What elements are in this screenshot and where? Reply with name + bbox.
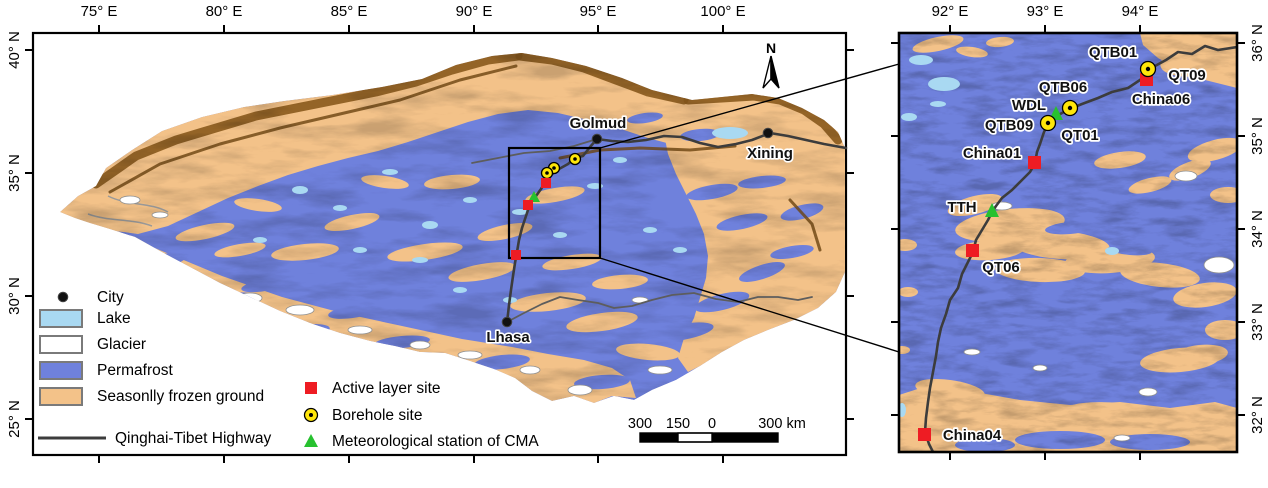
svg-text:Qinghai-Tibet Highway: Qinghai-Tibet Highway <box>115 430 271 447</box>
scale-bar: 300 150 0 300 km <box>628 416 806 443</box>
inset-terrain <box>899 33 1237 452</box>
city-legend-icon <box>57 291 69 303</box>
seasonal-swatch <box>39 387 83 406</box>
svg-text:92° E: 92° E <box>932 3 969 20</box>
inset-extent-box <box>507 146 602 260</box>
main-map-top-ticks <box>98 25 724 33</box>
svg-text:China01: China01 <box>963 145 1021 162</box>
svg-text:150: 150 <box>666 416 690 432</box>
svg-text:QTB09: QTB09 <box>985 117 1033 134</box>
active-layer-legend-icon <box>305 382 317 394</box>
svg-text:34° N: 34° N <box>1249 210 1266 248</box>
svg-text:Active layer site: Active layer site <box>332 380 441 397</box>
inset-top-ticks <box>949 25 1141 33</box>
main-map-sites <box>511 152 582 260</box>
legend-sites: Active layer site Borehole site Meteorol… <box>303 380 539 450</box>
svg-text:93° E: 93° E <box>1027 3 1064 20</box>
city-dot-icon <box>501 316 513 328</box>
main-map-frame <box>31 31 848 457</box>
road-west-of-golmud <box>471 138 598 164</box>
inset-y-axis-labels: 36° N 35° N 34° N 33° N 32° N <box>1249 24 1266 434</box>
main-map-y-axis-labels: 40° N 35° N 30° N 25° N <box>6 31 23 438</box>
svg-text:90° E: 90° E <box>456 3 493 20</box>
svg-text:Glacier: Glacier <box>97 336 146 353</box>
svg-text:30° N: 30° N <box>6 277 23 315</box>
city-label-golmud: Golmud <box>570 115 627 132</box>
road-east-of-lhasa <box>506 292 813 323</box>
svg-text:Meteorological station of CMA: Meteorological station of CMA <box>332 433 539 450</box>
svg-text:QT06: QT06 <box>982 259 1020 276</box>
inset-site-labels: QTB01 QT09 China06 QTB06 WDL QT01 QTB09 … <box>941 42 1207 445</box>
active-layer-marker <box>523 200 533 210</box>
glacier-swatch <box>39 335 83 354</box>
city-dot-icon <box>591 133 603 145</box>
svg-text:94° E: 94° E <box>1122 3 1159 20</box>
svg-text:95° E: 95° E <box>580 3 617 20</box>
svg-text:QTB06: QTB06 <box>1039 79 1087 96</box>
cities: Golmud Xining Lhasa <box>485 113 795 347</box>
inset-side-ticks <box>891 42 1245 416</box>
lakes <box>253 127 748 303</box>
met-station-marker <box>528 191 540 202</box>
svg-text:100° E: 100° E <box>700 3 745 20</box>
inset-glaciers <box>963 170 1235 442</box>
svg-text:80° E: 80° E <box>206 3 243 20</box>
active-layer-marker <box>966 244 979 257</box>
svg-text:35° N: 35° N <box>6 154 23 192</box>
inset-sites <box>918 60 1157 441</box>
active-layer-marker <box>1028 156 1041 169</box>
svg-text:0: 0 <box>708 416 716 432</box>
legend-areas: City Lake Glacier Permafrost Seasonlly f… <box>38 289 271 447</box>
connector-lines <box>599 63 900 353</box>
svg-text:25° N: 25° N <box>6 400 23 438</box>
north-arrow-label: N <box>766 40 776 56</box>
svg-text:32° N: 32° N <box>1249 396 1266 434</box>
met-station-marker <box>985 203 999 217</box>
inset-map-frame <box>897 31 1239 454</box>
svg-text:QT01: QT01 <box>1061 127 1099 144</box>
svg-text:85° E: 85° E <box>331 3 368 20</box>
svg-text:WDL: WDL <box>1012 97 1046 114</box>
lake-swatch <box>39 309 83 328</box>
svg-text:36° N: 36° N <box>1249 24 1266 62</box>
main-map-side-ticks <box>25 49 854 420</box>
svg-text:Seasonlly frozen ground: Seasonlly frozen ground <box>97 388 264 405</box>
main-map-x-axis-labels: 75° E 80° E 85° E 90° E 95° E 100° E <box>81 3 746 20</box>
inset-map: QTB01 QT09 China06 QTB06 WDL QT01 QTB09 … <box>891 3 1266 460</box>
svg-text:QT09: QT09 <box>1168 67 1206 84</box>
svg-text:75° E: 75° E <box>81 3 118 20</box>
svg-text:Lake: Lake <box>97 310 131 327</box>
svg-text:Borehole site: Borehole site <box>332 407 422 424</box>
inset-x-axis-labels: 92° E 93° E 94° E <box>932 3 1159 20</box>
svg-text:QTB01: QTB01 <box>1089 44 1137 61</box>
inset-bottom-ticks <box>949 452 1141 460</box>
svg-text:China04: China04 <box>943 427 1002 444</box>
city-label-xining: Xining <box>747 145 793 162</box>
city-label-lhasa: Lhasa <box>486 329 530 346</box>
svg-text:TTH: TTH <box>947 199 976 216</box>
svg-text:300: 300 <box>628 416 652 432</box>
met-station-legend-icon <box>304 434 318 447</box>
main-map: Golmud Xining Lhasa N <box>6 3 854 463</box>
inset-lakes <box>899 55 1119 417</box>
permafrost-swatch <box>39 361 83 380</box>
svg-text:China06: China06 <box>1132 91 1190 108</box>
svg-text:40° N: 40° N <box>6 31 23 69</box>
city-dot-icon <box>762 127 774 139</box>
svg-text:35° N: 35° N <box>1249 117 1266 155</box>
main-map-bottom-ticks <box>98 455 724 463</box>
active-layer-marker <box>918 428 931 441</box>
active-layer-marker <box>511 250 521 260</box>
north-arrow-icon: N <box>762 40 780 89</box>
svg-text:300 km: 300 km <box>758 416 806 432</box>
active-layer-marker <box>541 178 551 188</box>
svg-text:Permafrost: Permafrost <box>97 362 173 379</box>
svg-text:City: City <box>97 289 124 306</box>
svg-text:33° N: 33° N <box>1249 303 1266 341</box>
